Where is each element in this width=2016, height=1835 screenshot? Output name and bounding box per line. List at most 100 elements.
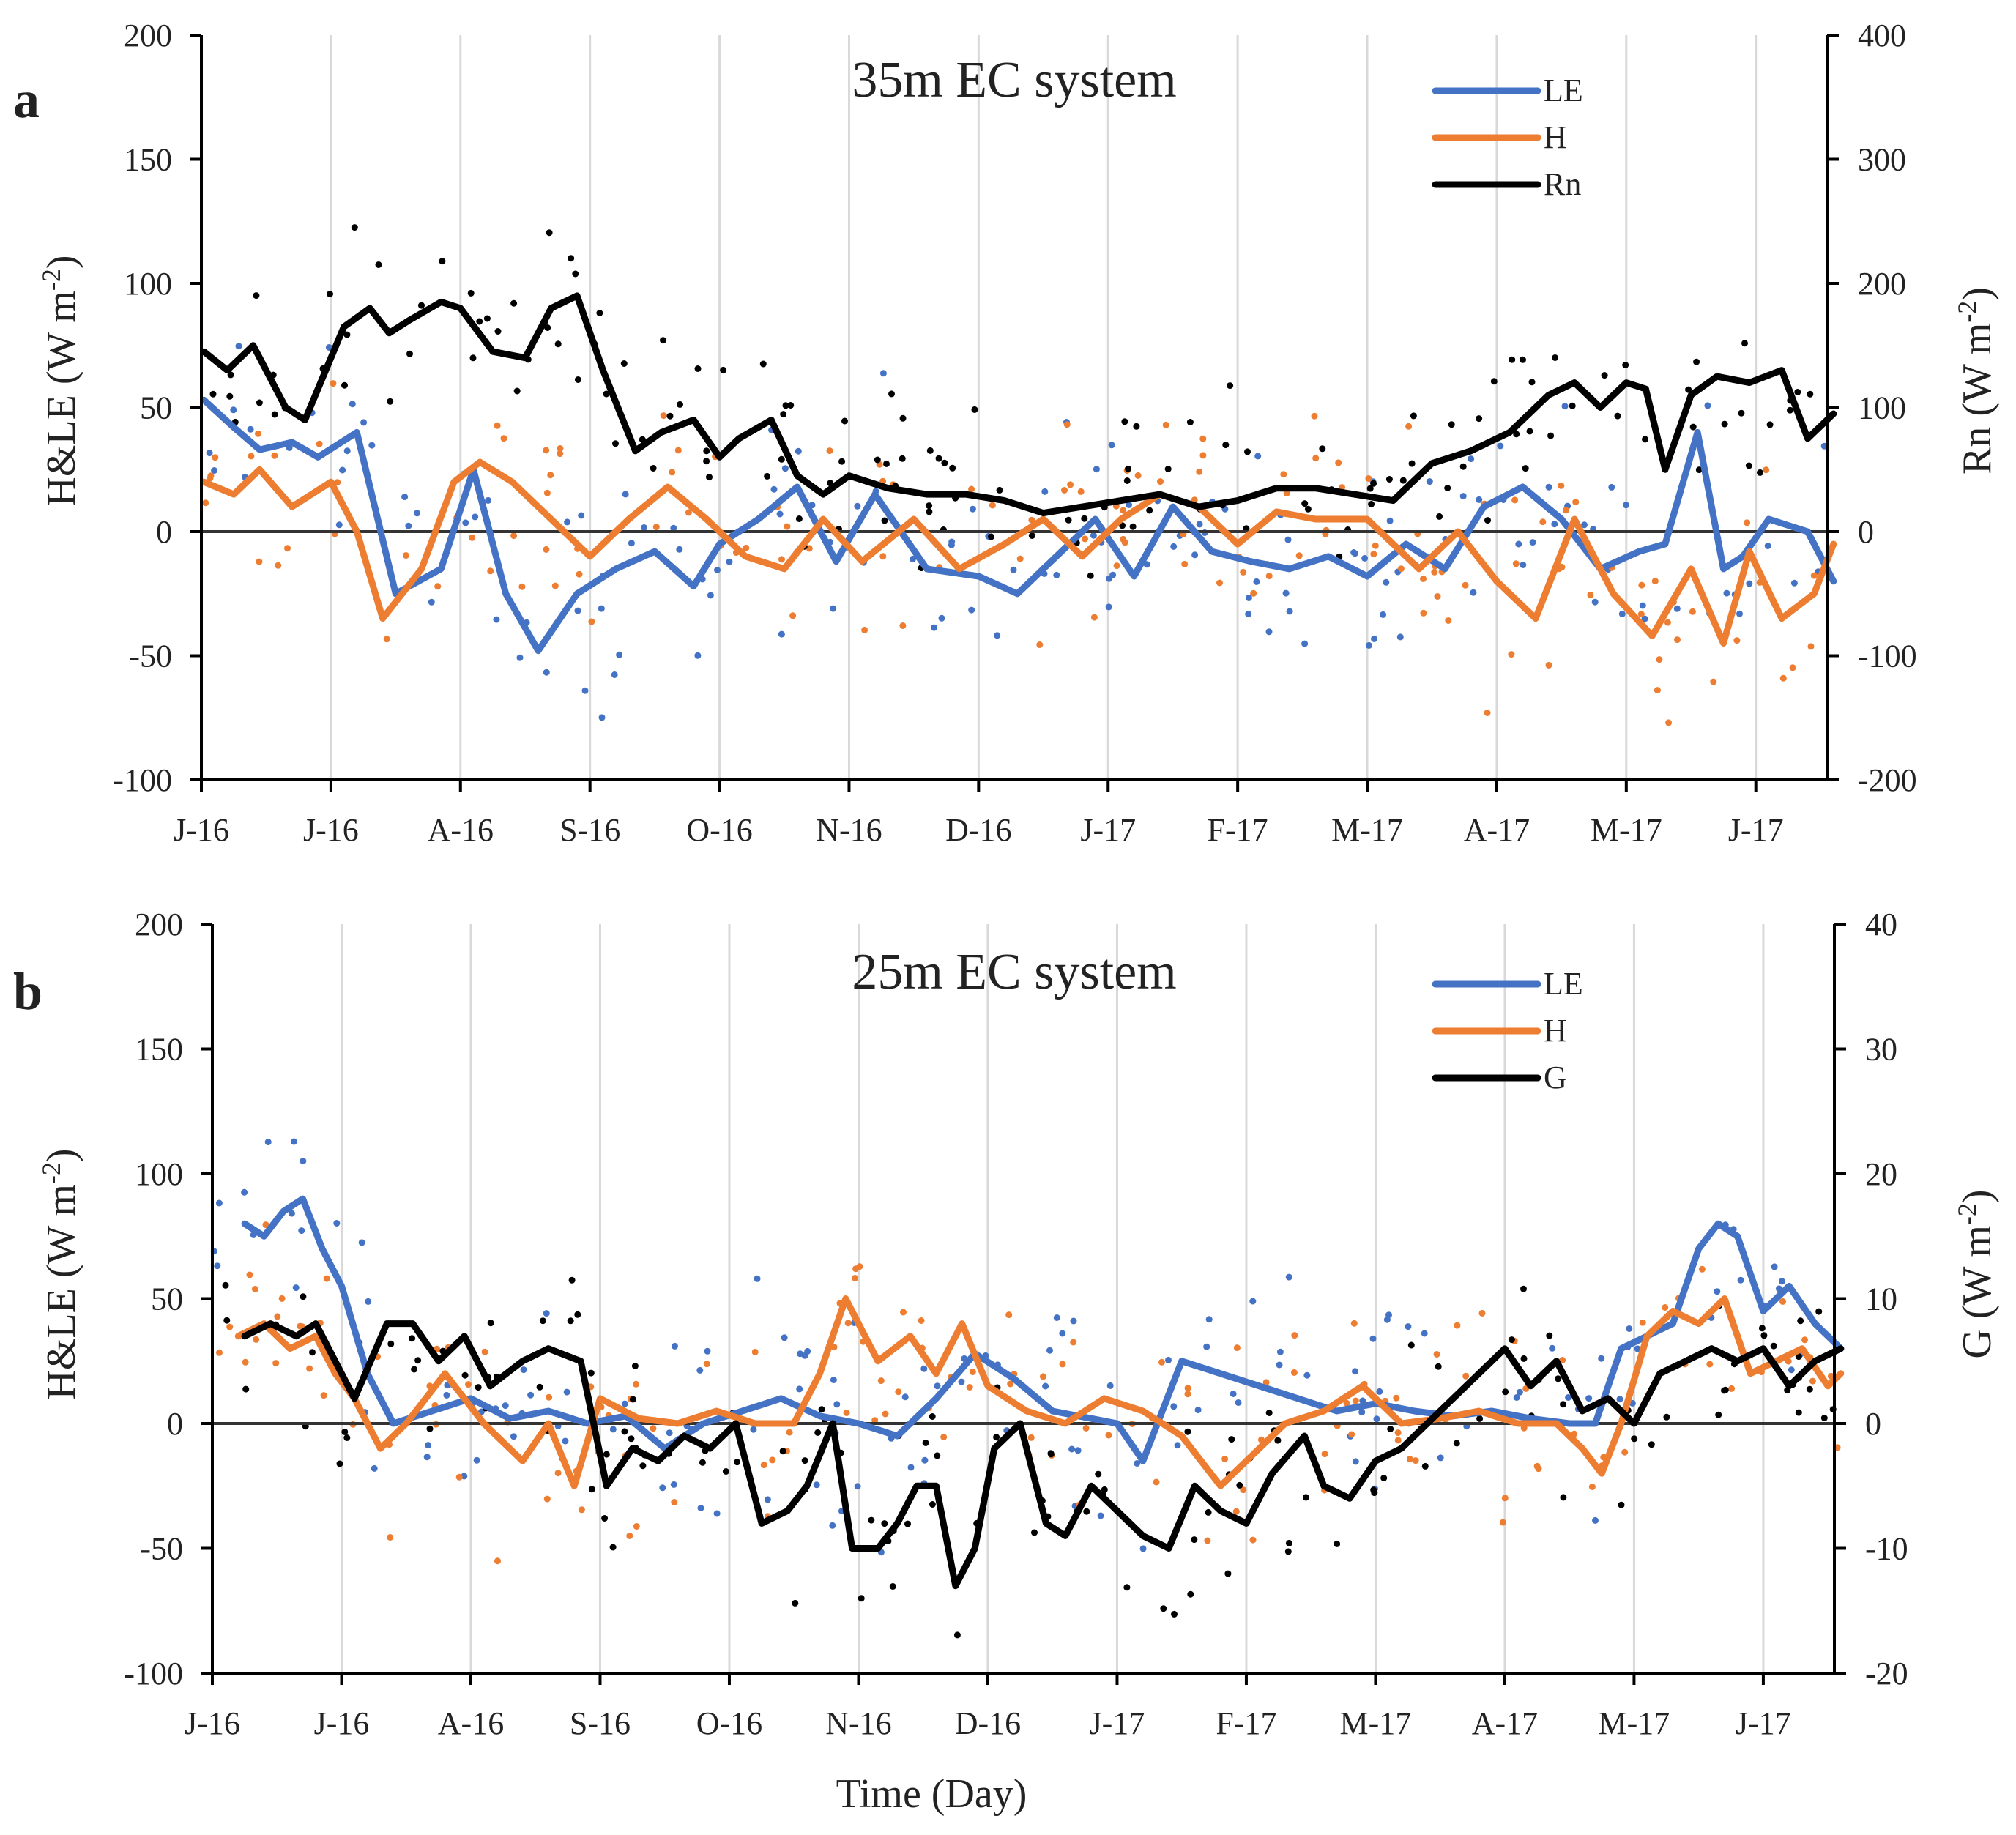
b-g-daily-point: [1191, 1536, 1198, 1544]
a-le-daily-point: [472, 513, 479, 521]
b-le-daily-point: [520, 1366, 527, 1374]
b-right-tick-label: 20: [1865, 1156, 1897, 1192]
a-le-daily-point: [1253, 578, 1260, 585]
a-rn-daily-point: [971, 406, 978, 413]
b-h-daily-point: [1433, 1351, 1440, 1358]
b-h-daily-point: [1621, 1448, 1629, 1456]
a-rn-daily-point: [1528, 379, 1536, 386]
a-h-daily-point: [494, 422, 501, 429]
a-le-daily-point: [1459, 493, 1467, 500]
a-h-daily-point: [1654, 687, 1661, 694]
b-right-tick-label: 30: [1865, 1032, 1897, 1068]
b-le-daily-point: [830, 1377, 837, 1383]
a-rn-daily-point: [546, 229, 553, 237]
b-le-daily-point: [1106, 1382, 1114, 1389]
a-le-daily-point: [1245, 611, 1252, 618]
a-rn-daily-point: [226, 392, 234, 400]
b-gridlines: [340, 924, 1765, 1673]
b-g-daily-point: [779, 1448, 786, 1455]
a-left-tick-label: 50: [140, 390, 172, 426]
a-h-daily-point: [1484, 710, 1491, 716]
a-le-daily-point: [1529, 539, 1536, 546]
a-le-daily-point: [1350, 549, 1358, 556]
a-rn-daily-point: [1186, 419, 1194, 425]
b-h-daily-point: [1801, 1336, 1808, 1344]
b-le-daily-point: [288, 1210, 295, 1217]
a-h-daily-point: [543, 489, 551, 496]
a-rn-daily-point: [418, 302, 425, 309]
b-g-daily-point: [1421, 1462, 1429, 1470]
a-le-daily-point: [1090, 532, 1097, 539]
b-h-daily-point: [769, 1456, 776, 1464]
a-h-daily-point: [334, 479, 341, 486]
b-le-daily-point: [1230, 1391, 1237, 1397]
b-g-daily-point: [631, 1363, 639, 1369]
b-h-daily-point: [940, 1434, 948, 1440]
b-le-daily-point: [659, 1484, 666, 1492]
b-series-line-h: [234, 1295, 1845, 1489]
b-g-daily-point: [487, 1320, 494, 1327]
a-rn-daily-point: [1133, 423, 1140, 430]
a-rn-daily-point: [660, 337, 666, 344]
b-h-daily-point: [1535, 1465, 1542, 1473]
a-rn-daily-point: [1125, 465, 1131, 472]
a-rn-daily-point: [1547, 432, 1555, 439]
b-h-daily-point: [918, 1317, 925, 1324]
a-le-daily-point: [1520, 562, 1527, 568]
b-scatter-points: [210, 1138, 1841, 1639]
a-le-daily-point: [1470, 589, 1477, 596]
a-le-daily-point: [1284, 536, 1292, 543]
b-le-daily-point: [1376, 1388, 1383, 1395]
a-rn-daily-point: [764, 472, 771, 480]
a-rn-daily-point: [572, 270, 579, 278]
b-le-daily-point: [215, 1199, 223, 1207]
a-le-daily-point: [1545, 483, 1552, 491]
b-g-daily-point: [1663, 1413, 1670, 1421]
b-g-daily-point: [1508, 1336, 1515, 1344]
a-rn-daily-point: [1569, 402, 1576, 409]
b-g-daily-point: [1302, 1494, 1309, 1501]
b-le-daily-point: [510, 1433, 517, 1440]
b-g-daily-point: [300, 1293, 307, 1300]
b-g-daily-point: [1476, 1415, 1484, 1422]
b-g-daily-point: [1648, 1441, 1655, 1448]
a-le-daily-point: [1396, 633, 1404, 641]
b-g-daily-point: [1721, 1387, 1727, 1394]
b-le-daily-point: [1616, 1396, 1623, 1403]
b-le-daily-point: [1592, 1516, 1599, 1524]
a-rn-daily-point: [1301, 500, 1309, 507]
a-rn-daily-point: [1484, 517, 1491, 524]
b-le-daily-point: [1285, 1273, 1292, 1281]
b-h-daily-point: [760, 1462, 767, 1469]
a-h-daily-point: [1572, 499, 1580, 506]
a-right-tick-label: 400: [1858, 18, 1906, 53]
b-h-daily-point: [895, 1388, 902, 1396]
b-g-daily-point: [858, 1595, 865, 1602]
a-rn-daily-point: [883, 460, 890, 467]
b-legend: LE HG: [1432, 966, 1583, 1095]
b-g-daily-point: [792, 1599, 799, 1607]
b-g-daily-point: [1334, 1540, 1341, 1547]
b-h-daily-point: [1501, 1495, 1509, 1502]
b-g-daily-point: [1171, 1610, 1178, 1618]
a-le-daily-point: [1361, 554, 1369, 562]
a-le-daily-point: [206, 450, 213, 457]
a-h-daily-point: [1545, 661, 1552, 669]
a-left-tick-labels: 200 150 100 50 0 -50 -100: [113, 18, 172, 798]
b-le-daily-point: [1053, 1314, 1060, 1321]
a-rn-daily-point: [596, 310, 603, 316]
a-x-tick-label: A-17: [1464, 812, 1530, 848]
a-h-daily-point: [968, 485, 975, 493]
a-h-daily-point: [1283, 490, 1290, 497]
a-h-daily-point: [989, 502, 996, 509]
a-rn-daily-point: [1444, 485, 1451, 491]
a-h-daily-point: [1311, 412, 1318, 420]
a-le-daily-point: [335, 521, 343, 529]
a-h-daily-point: [434, 583, 442, 590]
a-h-daily-point: [551, 582, 559, 589]
b-le-daily-point: [829, 1522, 836, 1529]
a-chart-title: 35m EC system: [852, 52, 1176, 108]
b-le-daily-point: [1194, 1407, 1202, 1414]
a-h-daily-point: [1445, 617, 1452, 624]
a-le-daily-point: [969, 505, 976, 513]
